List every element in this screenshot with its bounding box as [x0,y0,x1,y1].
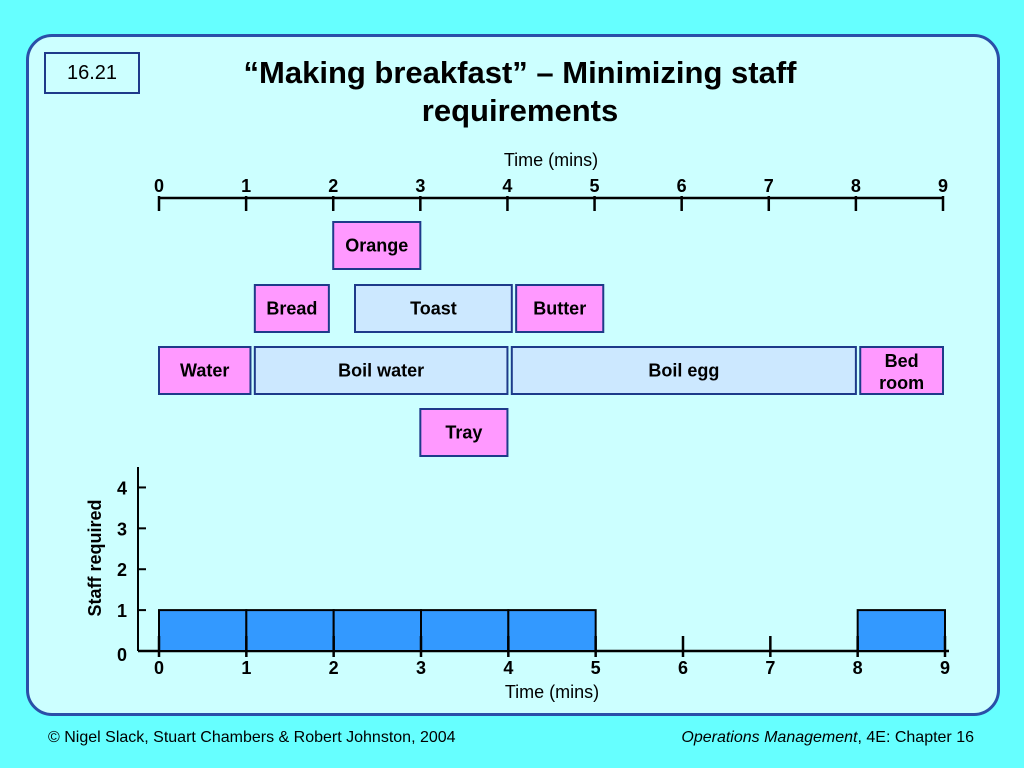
y-tick-label: 4 [117,478,127,498]
staff-bar [856,609,947,652]
gantt-axis-title: Time (mins) [504,150,598,170]
staff-bar [507,609,597,652]
x-tick-label: 2 [329,658,339,678]
title-line-1: “Making breakfast” – Minimizing staff [243,55,797,90]
gantt-tick-label: 7 [764,176,774,196]
task-bar [253,284,330,333]
x-tick-label: 4 [503,658,513,678]
task-label: Bed [885,351,919,371]
task-bar [859,346,944,395]
y-axis-title: Staff required [85,499,105,616]
gantt-tick-label: 0 [154,176,164,196]
x-axis-title: Time (mins) [505,682,599,702]
task-bar [253,346,509,395]
gantt-tick-label: 9 [938,176,948,196]
y-tick-label: 2 [117,560,127,580]
x-tick-label: 3 [416,658,426,678]
task-label: Boil water [338,361,424,381]
x-tick-label: 9 [940,658,950,678]
task-bar [515,284,605,333]
footer-book-title: Operations Management [681,729,858,746]
x-tick-label: 7 [765,658,775,678]
staff-bar [420,609,510,652]
gantt-tick-label: 8 [851,176,861,196]
gantt-tick-label: 5 [590,176,600,196]
footer-book: Operations Management, 4E: Chapter 16 [681,729,974,747]
gantt-tick-label: 3 [415,176,425,196]
footer-book-suffix: , 4E: Chapter 16 [857,729,974,746]
staff-bar [158,609,248,652]
task-label: Toast [410,299,457,319]
staff-bar [332,609,422,652]
footer-copyright: © Nigel Slack, Stuart Chambers & Robert … [48,729,456,746]
x-tick-label: 8 [853,658,863,678]
task-bar [332,221,422,270]
y-tick-label: 1 [117,601,127,621]
task-bar [354,284,513,333]
y-tick-label: 3 [117,519,127,539]
x-tick-label: 1 [241,658,251,678]
gantt-tick-label: 4 [502,176,512,196]
task-label: Orange [345,236,408,256]
task-bar [158,346,252,395]
task-label: Water [180,361,229,381]
task-label: Tray [445,423,482,443]
x-tick-label: 5 [591,658,601,678]
title-line-2: requirements [421,93,619,128]
x-tick-label: 6 [678,658,688,678]
task-bar [419,408,509,457]
y-tick-label: 0 [117,645,127,665]
gantt-tick-label: 1 [241,176,251,196]
task-label: Boil egg [648,361,719,381]
task-bar [510,346,857,395]
x-tick-label: 0 [154,658,164,678]
task-label: Butter [533,299,586,319]
page-title: “Making breakfast” – Minimizing staff re… [160,54,880,130]
task-label: Bread [266,299,317,319]
slide-number: 16.21 [44,52,140,94]
gantt-tick-label: 2 [328,176,338,196]
gantt-tick-label: 6 [677,176,687,196]
staff-bar [245,609,335,652]
task-label: room [879,373,924,393]
